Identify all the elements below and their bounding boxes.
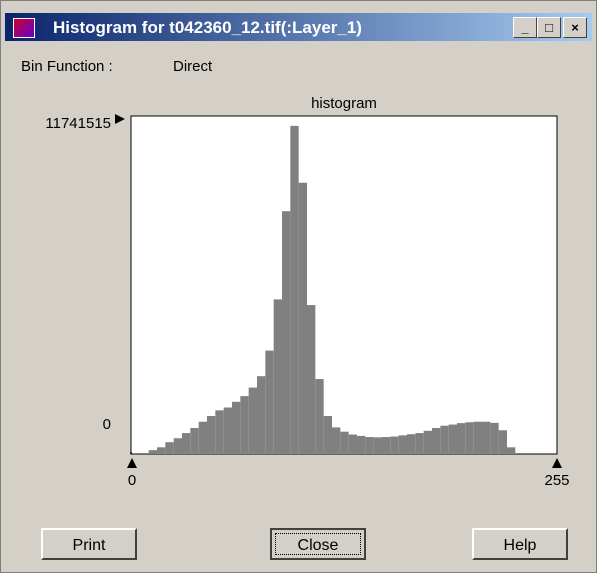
histogram-bar bbox=[265, 350, 274, 453]
histogram-bar bbox=[407, 434, 416, 453]
histogram-bar bbox=[307, 305, 316, 453]
x-tick-marker bbox=[552, 458, 562, 468]
maximize-button[interactable]: □ bbox=[537, 17, 561, 38]
y-tick-label: 0 bbox=[103, 416, 111, 433]
histogram-bar bbox=[340, 431, 349, 453]
minimize-button[interactable]: _ bbox=[513, 17, 537, 38]
histogram-bar bbox=[507, 447, 516, 453]
histogram-bar bbox=[298, 182, 307, 453]
help-button[interactable]: Help bbox=[472, 528, 568, 560]
histogram-bar bbox=[215, 410, 224, 453]
histogram-bar bbox=[190, 427, 199, 453]
histogram-bar bbox=[348, 434, 357, 453]
histogram-bar bbox=[415, 433, 424, 453]
histogram-bar bbox=[273, 299, 282, 453]
close-button[interactable]: Close bbox=[270, 528, 366, 560]
close-window-button[interactable]: × bbox=[563, 17, 587, 38]
histogram-bar bbox=[448, 424, 457, 453]
histogram-bar bbox=[473, 421, 482, 453]
histogram-bar bbox=[323, 416, 332, 453]
histogram-bar bbox=[315, 379, 324, 453]
histogram-bar bbox=[465, 422, 474, 453]
histogram-bar bbox=[248, 387, 257, 453]
histogram-bar bbox=[390, 436, 399, 453]
histogram-bar bbox=[398, 435, 407, 453]
histogram-bar bbox=[257, 376, 266, 453]
y-tick-marker bbox=[115, 114, 125, 124]
histogram-bar bbox=[332, 427, 341, 453]
histogram-bar bbox=[232, 401, 241, 453]
x-tick-marker bbox=[127, 458, 137, 468]
print-button[interactable]: Print bbox=[41, 528, 137, 560]
histogram-bar bbox=[223, 407, 232, 453]
plot-area bbox=[130, 115, 558, 455]
histogram-bar bbox=[457, 423, 466, 453]
histogram-bar bbox=[240, 396, 249, 453]
histogram-bar bbox=[173, 438, 182, 453]
histogram-bar bbox=[198, 421, 207, 453]
histogram-bar bbox=[357, 435, 366, 453]
x-tick-label: 0 bbox=[128, 472, 136, 489]
chart-title: histogram bbox=[311, 95, 377, 112]
histogram-bar bbox=[440, 425, 449, 453]
window-title: Histogram for t042360_12.tif(:Layer_1) bbox=[53, 18, 362, 37]
histogram-bar bbox=[490, 422, 499, 453]
histogram-bar bbox=[148, 450, 157, 453]
histogram-bar bbox=[423, 430, 432, 453]
histogram-bar bbox=[282, 211, 291, 453]
y-tick-label: 11741515 bbox=[45, 115, 111, 132]
app-icon bbox=[13, 18, 35, 38]
histogram-chart: histogram 0 11741515 0 255 bbox=[45, 95, 569, 489]
histogram-bar bbox=[365, 437, 374, 453]
histogram-bar bbox=[157, 447, 166, 453]
histogram-bar bbox=[432, 427, 441, 453]
histogram-bar bbox=[373, 437, 382, 453]
histogram-bar bbox=[290, 125, 299, 454]
x-tick-label: 255 bbox=[544, 472, 569, 489]
histogram-bar bbox=[382, 437, 391, 453]
histogram-bar bbox=[482, 421, 491, 453]
bin-function-value: Direct bbox=[173, 58, 213, 75]
histogram-bar bbox=[165, 442, 174, 453]
title-bar: Histogram for t042360_12.tif(:Layer_1) _… bbox=[5, 13, 592, 41]
histogram-bar bbox=[498, 430, 507, 453]
bin-function-label: Bin Function : bbox=[21, 58, 113, 75]
histogram-bar bbox=[182, 433, 191, 453]
histogram-bar bbox=[207, 416, 216, 453]
